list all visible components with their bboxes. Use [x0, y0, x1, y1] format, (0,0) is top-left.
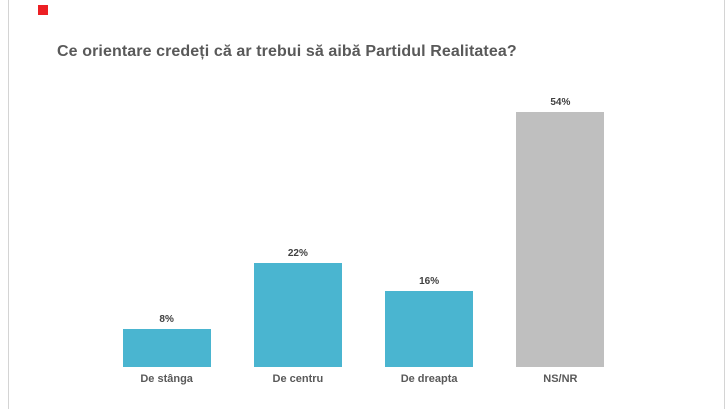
red-square-marker [38, 5, 48, 15]
bar [385, 291, 474, 367]
chart-title: Ce orientare credeți că ar trebui să aib… [57, 43, 517, 60]
bar-group: 22% De centru [232, 90, 363, 385]
bar-value-label: 54% [550, 97, 571, 109]
bar [122, 329, 211, 367]
bar [516, 112, 605, 367]
bar [253, 263, 342, 367]
bar-value-label: 16% [419, 276, 440, 288]
bar-group: 8% De stânga [101, 90, 232, 385]
bar-chart: 8% De stânga 22% De centru 16% De dreapta 54% N… [101, 90, 626, 385]
category-label: De stânga [140, 373, 193, 385]
bar-value-label: 8% [159, 314, 174, 326]
bar-group: 16% De dreapta [364, 90, 495, 385]
category-label: De dreapta [400, 373, 458, 385]
bar-value-label: 22% [287, 248, 308, 260]
bar-group: 54% NS/NR [495, 90, 626, 385]
category-label: NS/NR [543, 373, 578, 385]
category-label: De centru [272, 373, 324, 385]
slide-left-border [8, 0, 9, 409]
slide-right-border [724, 0, 725, 409]
